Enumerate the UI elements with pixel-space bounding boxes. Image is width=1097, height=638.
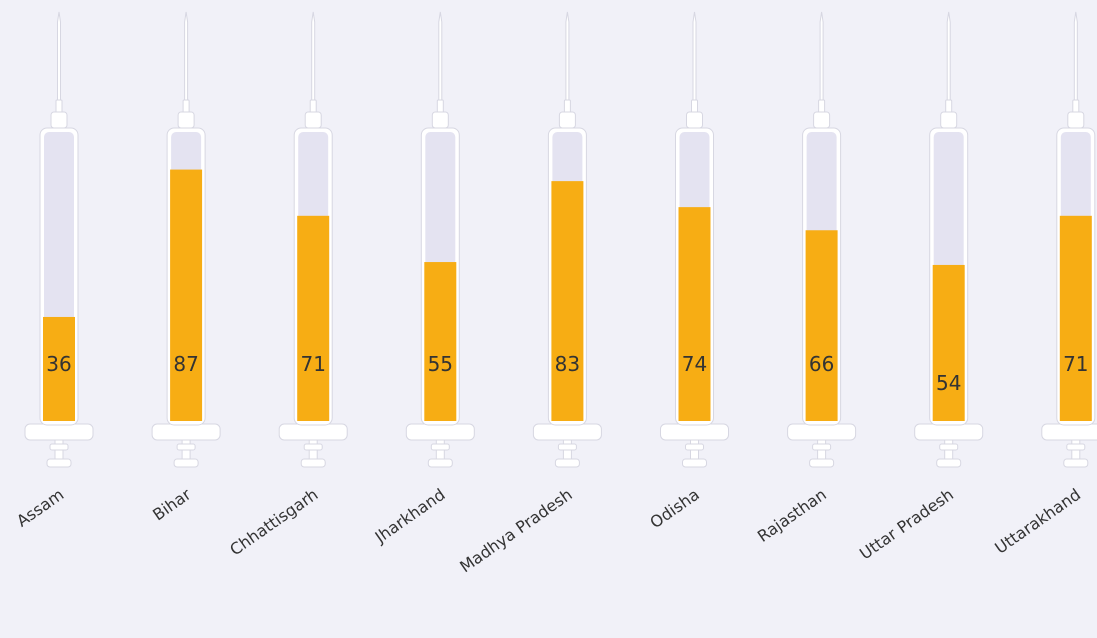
plunger-thumb (173, 458, 199, 468)
needle (819, 11, 824, 104)
needle (184, 11, 189, 104)
plunger-collar (939, 443, 959, 451)
plunger-collar (557, 443, 577, 451)
plunger-thumb (427, 458, 453, 468)
bar-fill (297, 215, 330, 421)
syringe-bihar: 87 Bihar (149, 11, 221, 524)
plunger-collar (430, 443, 450, 451)
needle (946, 11, 951, 104)
syringe-assam: 36 Assam (13, 11, 94, 531)
needle (57, 11, 61, 104)
plunger-thumb (682, 458, 707, 468)
needle (692, 11, 697, 104)
plunger-thumb (936, 458, 962, 468)
syringe-chhattisgarh: 71 Chhattisgarh (226, 11, 348, 560)
syringe-flange (151, 423, 221, 441)
syringe-tip (50, 111, 68, 129)
bar-fill (805, 230, 838, 421)
data-label: 74 (682, 352, 707, 376)
syringe-tip (177, 111, 195, 129)
syringe-flange (1041, 423, 1097, 441)
needle (311, 11, 316, 104)
syringe-tip (304, 111, 322, 129)
syringe-tip (940, 111, 958, 129)
syringe-tip (431, 111, 449, 129)
data-label: 54 (936, 371, 961, 395)
syringe-uttarakhand: 71 Uttarakhand (991, 11, 1097, 558)
syringe-tip (813, 111, 831, 129)
bar-fill (678, 207, 711, 421)
plunger-thumb (300, 458, 326, 468)
plunger-collar (1066, 443, 1086, 451)
needle (438, 11, 443, 104)
plunger-thumb (809, 458, 835, 468)
data-label: 83 (555, 352, 580, 376)
bar-fill (932, 264, 965, 421)
plunger-collar (685, 443, 704, 451)
syringe-odisha: 74 Odisha (646, 11, 729, 532)
category-label: Madhya Pradesh (456, 485, 575, 577)
syringe-flange (660, 423, 729, 441)
syringe-madhya-pradesh: 83 Madhya Pradesh (456, 11, 602, 577)
data-label: 36 (46, 352, 71, 376)
bar-fill (170, 169, 203, 421)
plunger-collar (812, 443, 832, 451)
syringe-rajasthan: 66 Rajasthan (754, 11, 857, 546)
category-label: Assam (13, 485, 67, 531)
plunger-collar (176, 443, 196, 451)
syringe-flange (405, 423, 475, 441)
needle (1073, 11, 1078, 104)
syringe-uttar-pradesh: 54 Uttar Pradesh (856, 11, 984, 564)
bar-fill (1059, 215, 1092, 421)
syringe-flange (914, 423, 984, 441)
category-label: Uttar Pradesh (856, 485, 957, 564)
plunger-collar (49, 443, 69, 451)
needle (565, 11, 570, 104)
category-label: Uttarakhand (991, 485, 1084, 558)
plunger-thumb (1063, 458, 1089, 468)
data-label: 71 (300, 352, 325, 376)
plunger-thumb (46, 458, 72, 468)
syringe-flange (787, 423, 857, 441)
syringe-jharkhand: 55 Jharkhand (371, 11, 475, 547)
syringe-flange (24, 423, 94, 441)
data-label: 87 (173, 352, 198, 376)
syringe-tip (558, 111, 576, 129)
category-label: Chhattisgarh (226, 485, 321, 560)
plunger-thumb (554, 458, 580, 468)
bar-fill (424, 262, 457, 421)
bar-fill (551, 181, 584, 421)
category-label: Odisha (646, 485, 702, 532)
data-label: 66 (809, 352, 834, 376)
syringe-tip (1067, 111, 1085, 129)
category-label: Bihar (149, 484, 195, 524)
bar-fill (43, 316, 75, 421)
category-label: Rajasthan (754, 485, 830, 546)
category-label: Jharkhand (371, 485, 449, 547)
plunger-collar (303, 443, 323, 451)
syringe-flange (532, 423, 602, 441)
data-label: 55 (428, 352, 453, 376)
syringe-tip (686, 111, 703, 129)
data-label: 71 (1063, 352, 1088, 376)
syringe-flange (278, 423, 348, 441)
